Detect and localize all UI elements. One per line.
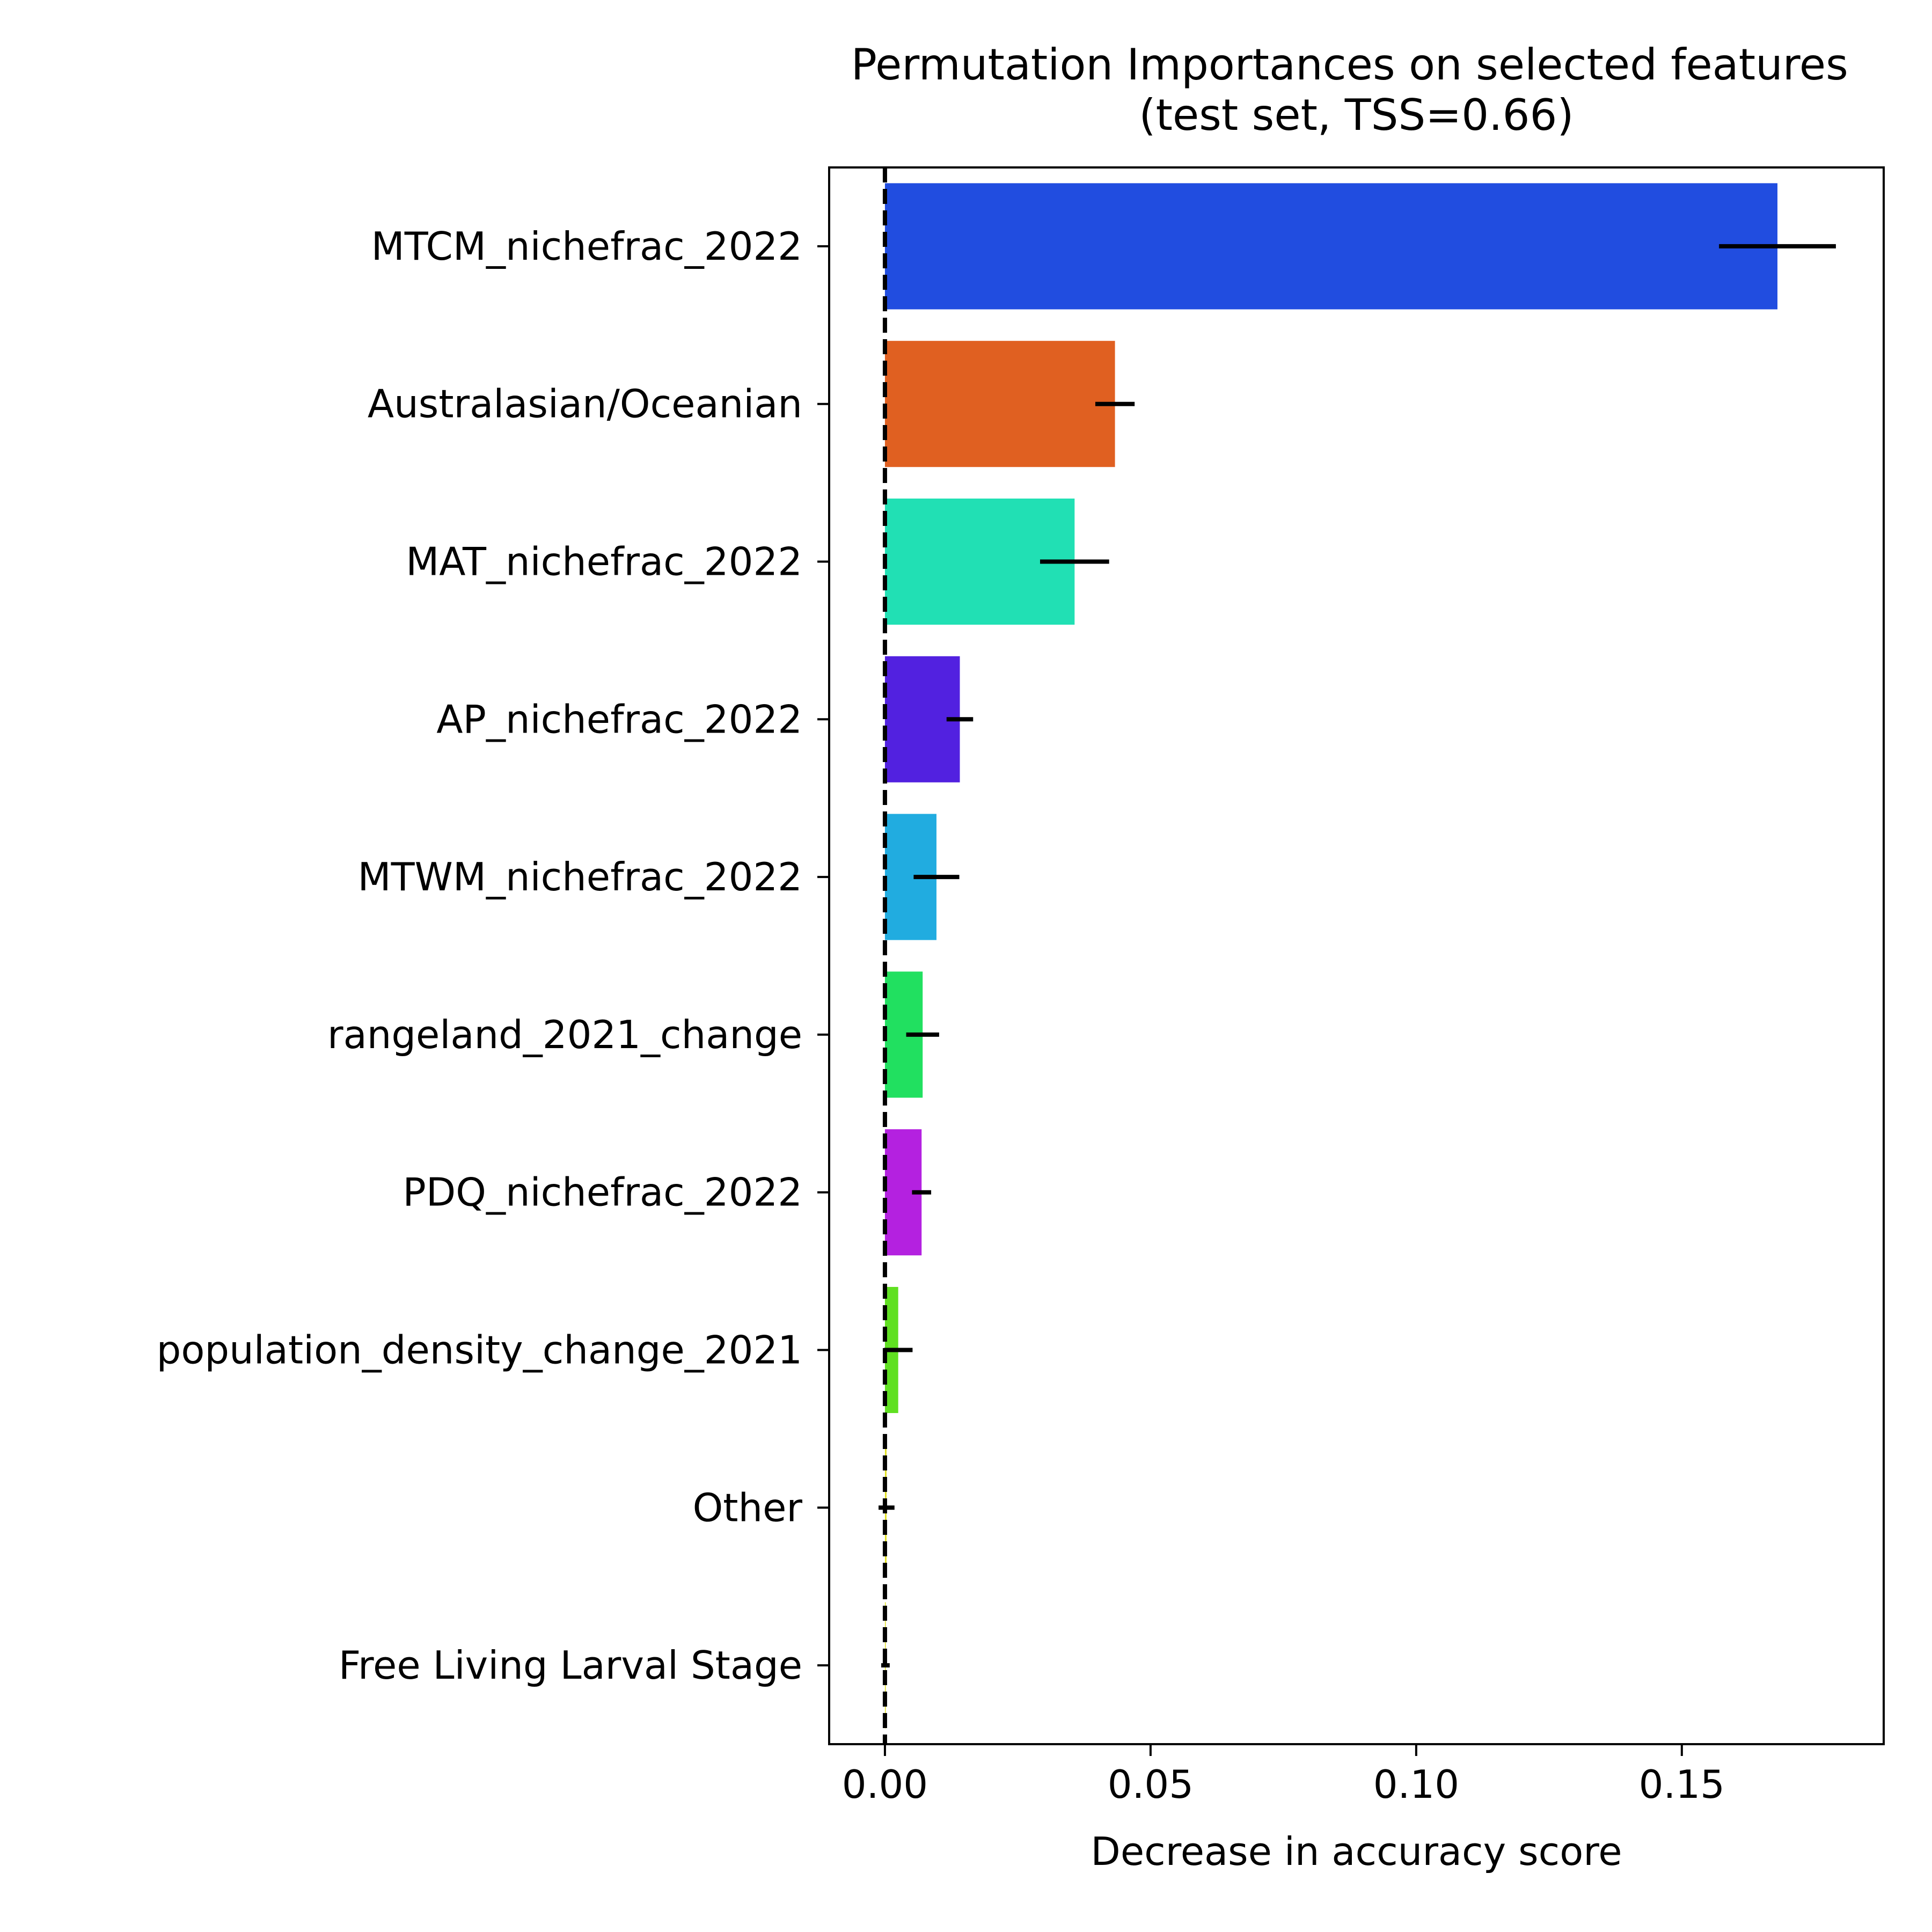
y-tick-label-5: MTWM_nichefrac_2022 [358, 854, 802, 899]
y-tick-label-4: AP_nichefrac_2022 [436, 697, 802, 742]
y-tick-label-3: MAT_nichefrac_2022 [406, 539, 802, 584]
bar-1 [884, 183, 1778, 310]
bar-2 [884, 341, 1115, 467]
x-tick-label-4: 0.15 [1639, 1762, 1725, 1807]
y-tick-label-1: MTCM_nichefrac_2022 [371, 224, 802, 269]
y-tick-label-10: Free Living Larval Stage [339, 1643, 802, 1688]
x-axis: 0.00 0.05 0.10 0.15 [842, 1744, 1725, 1807]
x-tick-label-2: 0.05 [1108, 1762, 1194, 1807]
x-axis-label: Decrease in accuracy score [1091, 1829, 1622, 1874]
error-bars-layer [879, 244, 1836, 1668]
bars-layer [884, 183, 1778, 1729]
y-tick-label-8: population_density_change_2021 [157, 1328, 802, 1373]
y-axis: MTCM_nichefrac_2022 Australasian/Oceanian… [157, 224, 829, 1688]
chart-title-line-1: Permutation Importances on selected feat… [851, 40, 1848, 90]
y-tick-label-7: PDQ_nichefrac_2022 [402, 1170, 802, 1215]
x-tick-label-3: 0.10 [1373, 1762, 1459, 1807]
y-tick-label-2: Australasian/Oceanian [368, 382, 802, 427]
y-tick-label-6: rangeland_2021_change [327, 1012, 802, 1057]
chart-title: Permutation Importances on selected feat… [851, 40, 1862, 140]
x-tick-label-1: 0.00 [842, 1762, 928, 1807]
y-tick-label-9: Other [693, 1485, 803, 1530]
plot-area-frame [828, 166, 1885, 1745]
chart-title-line-2: (test set, TSS=0.66) [1139, 90, 1574, 140]
